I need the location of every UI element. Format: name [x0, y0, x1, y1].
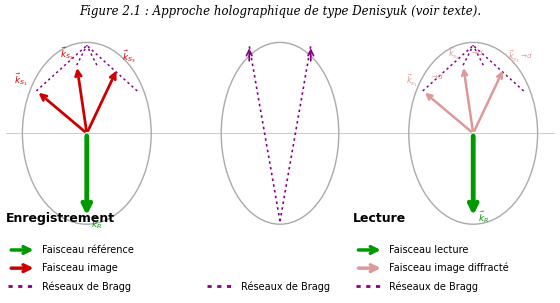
Text: $\vec{k}_{s_1}$: $\vec{k}_{s_1}$ [406, 73, 418, 89]
Text: Faisceau lecture: Faisceau lecture [389, 245, 469, 255]
Text: $\vec{k}_R$: $\vec{k}_R$ [91, 215, 102, 231]
Text: $\rightarrow\!d$: $\rightarrow\!d$ [430, 72, 444, 81]
Text: Figure 2.1 : Approche holographique de type Denisyuk (voir texte).: Figure 2.1 : Approche holographique de t… [79, 5, 481, 18]
Text: $\vec{k}_{s_2}$: $\vec{k}_{s_2}$ [448, 46, 460, 62]
Text: $\vec{k}_R$: $\vec{k}_R$ [478, 209, 489, 225]
Text: Réseaux de Bragg: Réseaux de Bragg [241, 281, 330, 291]
Text: Faisceau image diffracté: Faisceau image diffracté [389, 263, 509, 273]
Text: Enregistrement: Enregistrement [6, 212, 115, 225]
Text: $\vec{k}_{s_3}$: $\vec{k}_{s_3}$ [508, 49, 521, 65]
Text: Réseaux de Bragg: Réseaux de Bragg [389, 281, 478, 291]
Text: $\rightarrow\!d$: $\rightarrow\!d$ [470, 48, 484, 57]
Text: Faisceau image: Faisceau image [42, 263, 118, 273]
Text: $\vec{k}_{S_2}$: $\vec{k}_{S_2}$ [60, 45, 74, 62]
Text: Faisceau référence: Faisceau référence [42, 245, 134, 255]
Text: $\rightarrow\!d$: $\rightarrow\!d$ [520, 51, 533, 60]
Text: $\vec{k}_{S_3}$: $\vec{k}_{S_3}$ [122, 48, 136, 65]
Text: Réseaux de Bragg: Réseaux de Bragg [42, 281, 131, 291]
Text: $\vec{k}_{S_1}$: $\vec{k}_{S_1}$ [15, 71, 28, 88]
Text: Lecture: Lecture [353, 212, 406, 225]
